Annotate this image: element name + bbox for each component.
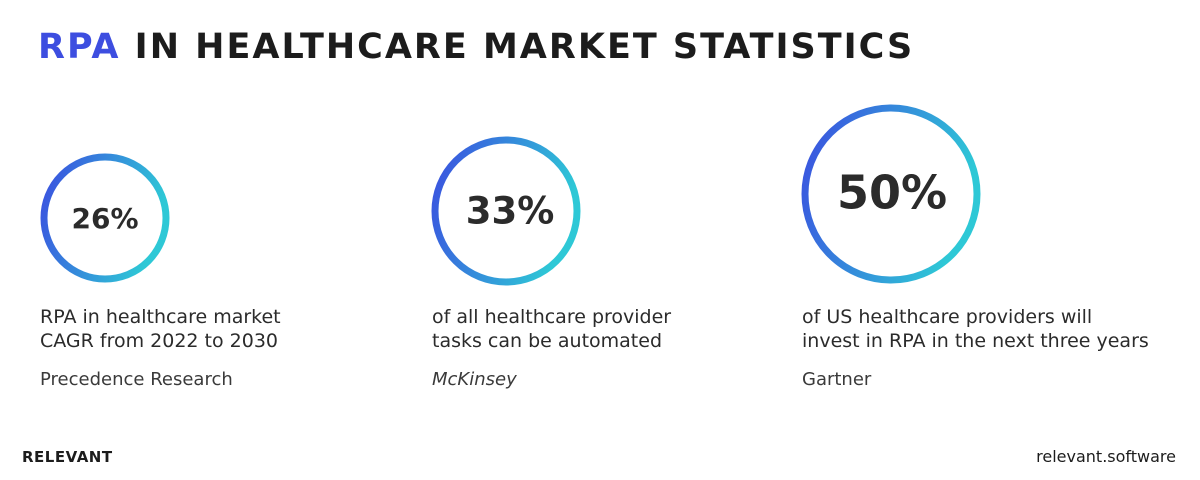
stat-value: 26% [71, 202, 138, 235]
stat-description: of all healthcare provider [432, 306, 671, 328]
stat-source: McKinsey [432, 369, 517, 390]
stat-description: invest in RPA in the next three years [802, 330, 1149, 352]
title: RPA IN HEALTHCARE MARKET STATISTICS [38, 27, 914, 67]
stat-description: CAGR from 2022 to 2030 [40, 330, 278, 352]
site-url: relevant.software [1036, 447, 1176, 466]
stat-description: tasks can be automated [432, 330, 662, 352]
stat-value: 33% [466, 190, 555, 233]
stat-value: 50% [837, 166, 947, 220]
title-rest: IN HEALTHCARE MARKET STATISTICS [135, 27, 915, 67]
stat-description: RPA in healthcare market [40, 306, 281, 328]
stat-description: of US healthcare providers will [802, 306, 1092, 328]
stat-ring [431, 136, 581, 286]
stat-ring [801, 104, 981, 284]
stat-ring [40, 153, 170, 283]
stat-source: Gartner [802, 369, 872, 390]
title-highlight: RPA [38, 27, 120, 67]
stat-source: Precedence Research [40, 369, 233, 390]
brand: RELEVANT [22, 448, 113, 466]
